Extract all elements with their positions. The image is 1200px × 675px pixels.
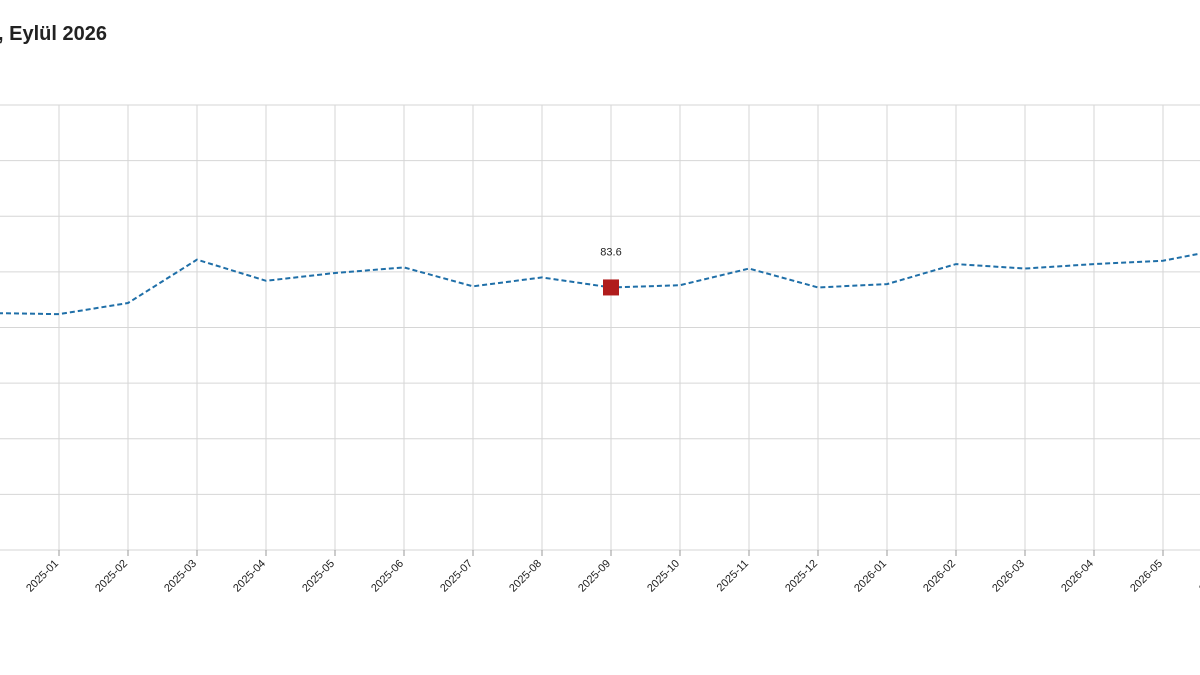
x-tick-label: 2026-01: [852, 558, 889, 595]
x-tick-label: 2026-04: [1059, 558, 1096, 595]
x-tick-label: 2026-05: [1128, 558, 1165, 595]
x-tick-label: 2025-08: [507, 558, 544, 595]
x-tick-label: 2026-03: [990, 558, 1027, 595]
x-tick-label: 2026-02: [921, 558, 958, 595]
x-tick-label: 2025-06: [369, 558, 406, 595]
x-tick-label: 2025-07: [438, 558, 475, 595]
x-tick-label: 2025-03: [162, 558, 199, 595]
x-tick-label: 2025-01: [24, 558, 61, 595]
x-tick-label: 2025-12: [783, 558, 820, 595]
x-tick-label: 2025-10: [645, 558, 682, 595]
highlight-marker: [603, 279, 619, 296]
chart-title: , Eylül 2026: [0, 23, 107, 45]
x-tick-label: 2025-11: [715, 558, 751, 594]
x-tick-label: 2025-02: [93, 558, 130, 595]
x-tick-label: 2025-09: [576, 558, 613, 595]
x-tick-label: 2025-05: [300, 558, 337, 595]
x-tick-label: 2025-04: [231, 558, 268, 595]
data-label: 83.6: [600, 246, 621, 258]
